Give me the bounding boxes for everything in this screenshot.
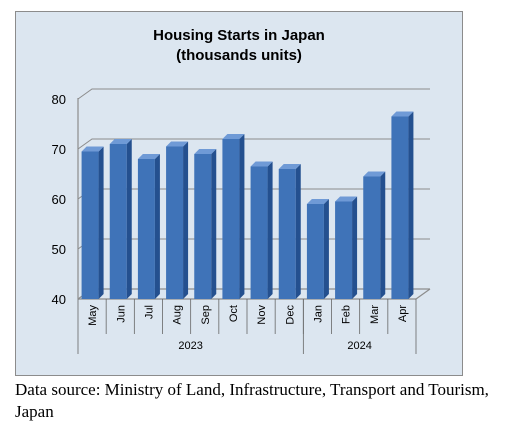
bar-side [211, 149, 217, 299]
bar-top [109, 139, 132, 144]
chart-frame: Housing Starts in Japan (thousands units… [15, 11, 463, 376]
bar [391, 116, 409, 299]
bar-top [166, 141, 189, 147]
bar [166, 146, 184, 299]
bar [194, 154, 212, 299]
source-note: Data source: Ministry of Land, Infrastru… [15, 380, 489, 421]
x-tick-label: Dec [284, 305, 296, 325]
x-tick-label: May [87, 305, 99, 326]
bar-layer [81, 111, 414, 299]
bar-side [352, 196, 358, 299]
gridline [77, 138, 430, 150]
bar-side [323, 199, 329, 299]
y-tick-label: 50 [52, 242, 66, 257]
bar [278, 169, 296, 299]
bar-top [391, 111, 414, 117]
bar [306, 204, 324, 299]
bar-side [380, 171, 386, 299]
x-tick-label: Mar [369, 305, 381, 324]
x-group-label: 2023 [178, 340, 202, 352]
y-tick-label: 70 [52, 142, 66, 157]
bar [222, 139, 240, 299]
bar-top [306, 199, 329, 204]
bar [363, 176, 381, 299]
bar [109, 144, 127, 299]
bar-top [250, 161, 273, 167]
bar-top [363, 171, 386, 177]
bar-top [278, 164, 301, 169]
floor-side-edge [415, 288, 431, 300]
chart-title-line-1: Housing Starts in Japan [153, 27, 325, 44]
bar-top [81, 146, 104, 152]
x-tick-label: Sep [200, 305, 212, 325]
bar-chart: Housing Starts in Japan (thousands units… [52, 27, 431, 354]
chart-title-line-2: (thousands units) [176, 47, 302, 64]
bar-side [408, 111, 414, 299]
x-tick-label: Feb [341, 305, 353, 324]
x-group-label: 2024 [347, 340, 371, 352]
bar-side [154, 154, 160, 299]
bar-side [295, 164, 301, 299]
bar-side [98, 146, 104, 299]
y-tick-label: 80 [52, 92, 66, 107]
bar-side [239, 134, 245, 299]
x-tick-label: Nov [256, 305, 268, 325]
bar-side [183, 141, 189, 299]
y-tick-label: 60 [52, 192, 66, 207]
x-tick-label: Oct [228, 305, 240, 322]
x-tick-label: Jul [143, 305, 155, 319]
y-tick-label: 40 [52, 292, 66, 307]
gridline [77, 88, 430, 100]
x-tick-label: Jan [312, 305, 324, 323]
x-tick-label: Apr [397, 305, 409, 322]
bar-top [137, 154, 160, 159]
bar [81, 151, 99, 299]
x-tick-label: Jun [115, 305, 127, 323]
bar-side [126, 139, 132, 299]
bar [335, 201, 353, 299]
bar-side [267, 161, 273, 299]
bar-top [194, 149, 217, 154]
bar-top [335, 196, 358, 202]
bar-top [222, 134, 245, 139]
bar [250, 166, 268, 299]
bar [137, 159, 155, 299]
x-tick-label: Aug [172, 305, 184, 325]
axis-layer: 40 50 60 70 80 May Jun Jul Aug Sep Oct Nov Dec Jan Feb… [52, 92, 417, 354]
